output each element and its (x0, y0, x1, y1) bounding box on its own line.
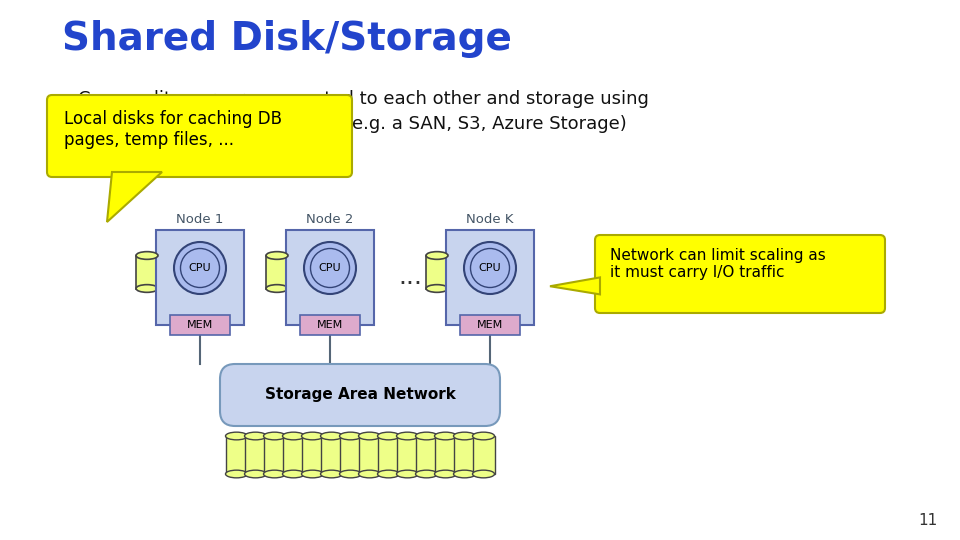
Ellipse shape (282, 432, 304, 440)
Ellipse shape (245, 432, 267, 440)
Text: Node 2: Node 2 (306, 213, 353, 226)
Bar (301, 436, 324, 474)
Ellipse shape (282, 470, 304, 478)
Text: ...: ... (398, 265, 422, 289)
Ellipse shape (321, 470, 343, 478)
Text: ▪: ▪ (62, 90, 74, 108)
Text: Commodity servers connected to each other and storage using: Commodity servers connected to each othe… (78, 90, 649, 108)
Bar (263, 436, 285, 474)
Bar (453, 436, 475, 474)
Polygon shape (550, 278, 600, 294)
Bar (266, 255, 288, 288)
Text: 11: 11 (919, 513, 938, 528)
Text: Node 1: Node 1 (177, 213, 224, 226)
Ellipse shape (301, 470, 324, 478)
Text: MEM: MEM (477, 320, 503, 330)
Ellipse shape (435, 432, 457, 440)
Ellipse shape (358, 432, 380, 440)
Ellipse shape (340, 470, 362, 478)
Ellipse shape (377, 470, 399, 478)
Ellipse shape (358, 470, 380, 478)
Ellipse shape (266, 285, 288, 292)
FancyBboxPatch shape (220, 364, 500, 426)
Text: Shared Disk/Storage: Shared Disk/Storage (62, 20, 512, 58)
Text: MEM: MEM (187, 320, 213, 330)
Ellipse shape (321, 432, 343, 440)
Text: Node K: Node K (467, 213, 514, 226)
Bar (426, 255, 448, 288)
Ellipse shape (416, 470, 438, 478)
Bar (321, 436, 343, 474)
Ellipse shape (453, 432, 475, 440)
Ellipse shape (263, 470, 285, 478)
Ellipse shape (136, 252, 158, 259)
Text: CPU: CPU (189, 263, 211, 273)
Ellipse shape (340, 432, 362, 440)
Ellipse shape (426, 252, 448, 259)
Text: commodity “shared storage” (e.g. a SAN, S3, Azure Storage): commodity “shared storage” (e.g. a SAN, … (78, 115, 627, 133)
Ellipse shape (226, 470, 248, 478)
FancyBboxPatch shape (170, 315, 230, 335)
FancyBboxPatch shape (460, 315, 520, 335)
FancyBboxPatch shape (47, 95, 352, 177)
Circle shape (304, 242, 356, 294)
Ellipse shape (396, 432, 419, 440)
Bar (396, 436, 419, 474)
Bar (226, 436, 248, 474)
Ellipse shape (245, 470, 267, 478)
Bar (282, 436, 304, 474)
Ellipse shape (435, 470, 457, 478)
Ellipse shape (472, 470, 494, 478)
Ellipse shape (396, 470, 419, 478)
Text: CPU: CPU (479, 263, 501, 273)
Polygon shape (107, 172, 162, 222)
Circle shape (464, 242, 516, 294)
Bar (340, 436, 362, 474)
Bar (136, 255, 158, 288)
Bar (435, 436, 457, 474)
Ellipse shape (136, 285, 158, 292)
Ellipse shape (266, 252, 288, 259)
FancyBboxPatch shape (300, 315, 360, 335)
Bar (377, 436, 399, 474)
Ellipse shape (301, 432, 324, 440)
Bar (416, 436, 438, 474)
Text: Network can limit scaling as
it must carry I/O traffic: Network can limit scaling as it must car… (610, 248, 826, 280)
FancyBboxPatch shape (286, 230, 374, 325)
Ellipse shape (263, 432, 285, 440)
Ellipse shape (377, 432, 399, 440)
FancyBboxPatch shape (446, 230, 534, 325)
FancyBboxPatch shape (156, 230, 244, 325)
Text: MEM: MEM (317, 320, 343, 330)
Ellipse shape (416, 432, 438, 440)
FancyBboxPatch shape (595, 235, 885, 313)
Ellipse shape (472, 432, 494, 440)
Ellipse shape (453, 470, 475, 478)
Bar (245, 436, 267, 474)
Ellipse shape (226, 432, 248, 440)
Bar (358, 436, 380, 474)
Text: Local disks for caching DB
pages, temp files, ...: Local disks for caching DB pages, temp f… (64, 110, 282, 149)
Text: CPU: CPU (319, 263, 342, 273)
Bar (472, 436, 494, 474)
Ellipse shape (426, 285, 448, 292)
Circle shape (174, 242, 226, 294)
Text: Storage Area Network: Storage Area Network (265, 388, 455, 402)
